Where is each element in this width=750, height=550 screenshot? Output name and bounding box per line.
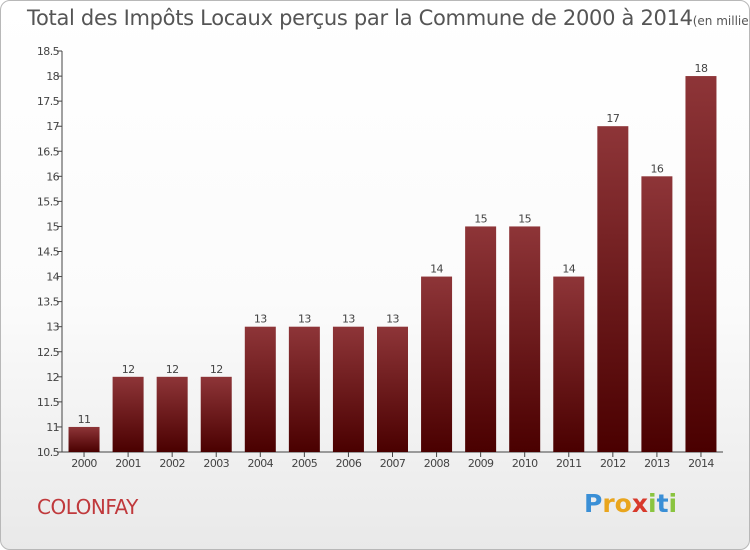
- bar-value-label: 18: [695, 62, 708, 75]
- bar-value-label: 15: [518, 212, 531, 225]
- x-tick-label: 2010: [512, 457, 538, 470]
- x-tick-label: 2002: [159, 457, 185, 470]
- bar-2002: [156, 376, 188, 452]
- bar-2007: [377, 326, 408, 452]
- logo-letter: P: [584, 489, 603, 518]
- bar-2011: [553, 276, 585, 452]
- bar-value-label: 13: [386, 313, 399, 326]
- y-tick-label: 14: [46, 271, 59, 284]
- bar-value-label: 16: [650, 162, 663, 175]
- bar-value-label: 12: [166, 363, 179, 376]
- x-tick-label: 2005: [292, 457, 318, 470]
- bar-value-label: 15: [474, 212, 487, 225]
- commune-name: COLONFAY: [37, 495, 138, 519]
- y-tick-label: 16.5: [37, 145, 60, 158]
- x-tick-label: 2003: [203, 457, 229, 470]
- y-tick-label: 16: [46, 170, 59, 183]
- y-tick-label: 12: [46, 371, 59, 384]
- logo-letter: r: [602, 489, 615, 518]
- logo-letter: o: [614, 489, 632, 518]
- bar-value-label: 13: [298, 313, 311, 326]
- logo-letter: t: [656, 489, 669, 518]
- y-tick-label: 17.5: [37, 95, 60, 108]
- proxiti-logo: Proxiti: [584, 489, 677, 518]
- bar-2012: [597, 126, 629, 452]
- x-tick-label: 2014: [688, 457, 714, 470]
- bar-value-label: 14: [430, 263, 443, 276]
- bar-2006: [332, 326, 364, 452]
- bar-value-label: 11: [78, 413, 91, 426]
- bar-value-label: 17: [606, 112, 619, 125]
- y-tick-label: 15.5: [37, 195, 60, 208]
- y-tick-label: 13: [46, 321, 59, 334]
- chart-title-text: Total des Impôts Locaux perçus par la Co…: [27, 6, 693, 30]
- x-tick-label: 2009: [468, 457, 494, 470]
- bar-2005: [288, 326, 320, 452]
- bar-value-label: 12: [210, 363, 223, 376]
- chart-unit: (en milliers d'€): [692, 14, 749, 28]
- bar-2009: [465, 226, 497, 452]
- y-tick-label: 11: [46, 421, 59, 434]
- logo-letter: i: [668, 489, 678, 518]
- y-tick-label: 11.5: [37, 396, 60, 409]
- bar-value-label: 14: [562, 263, 575, 276]
- bar-2013: [641, 176, 673, 452]
- y-tick-label: 10.5: [37, 446, 60, 459]
- y-tick-label: 14.5: [37, 246, 60, 259]
- x-tick-label: 2008: [424, 457, 450, 470]
- bar-2000: [68, 426, 100, 452]
- y-tick-label: 18.5: [37, 45, 60, 58]
- logo-letter: x: [631, 489, 648, 518]
- x-tick-label: 2012: [600, 457, 626, 470]
- chart-title: Total des Impôts Locaux perçus par la Co…: [27, 6, 749, 30]
- x-tick-label: 2001: [115, 457, 141, 470]
- bar-2004: [244, 326, 276, 452]
- bar-2008: [421, 276, 453, 452]
- y-tick-label: 12.5: [37, 346, 60, 359]
- x-tick-label: 2006: [336, 457, 362, 470]
- x-tick-label: 2011: [556, 457, 582, 470]
- bar-value-label: 13: [254, 313, 267, 326]
- y-tick-label: 15: [46, 220, 59, 233]
- bar-2001: [112, 376, 144, 452]
- logo-letter: i: [648, 489, 657, 518]
- x-tick-label: 2013: [644, 457, 670, 470]
- bar-2003: [200, 376, 232, 452]
- y-tick-label: 13.5: [37, 296, 60, 309]
- x-tick-label: 2007: [380, 457, 406, 470]
- bar-value-label: 13: [342, 313, 355, 326]
- bar-value-label: 12: [122, 363, 135, 376]
- y-tick-label: 18: [46, 70, 59, 83]
- x-tick-label: 2004: [247, 457, 273, 470]
- bar-2010: [509, 226, 541, 452]
- x-tick-label: 2000: [71, 457, 97, 470]
- y-tick-label: 17: [46, 120, 59, 133]
- bar-2014: [685, 76, 717, 452]
